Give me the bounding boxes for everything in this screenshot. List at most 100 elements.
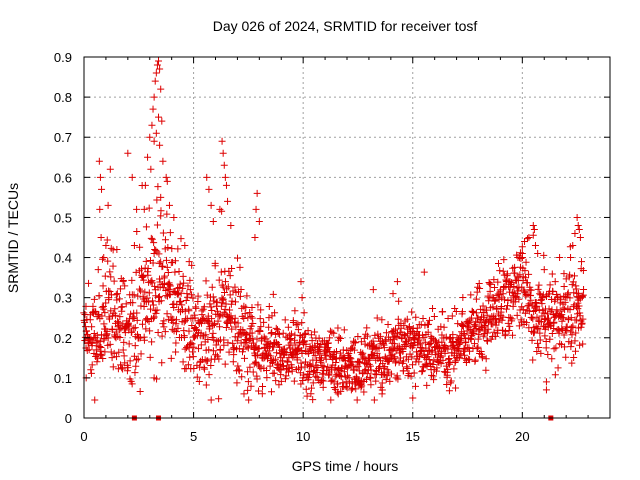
- data-point: [255, 345, 263, 353]
- data-point: [96, 173, 104, 181]
- data-point: [522, 258, 530, 266]
- data-point: [209, 293, 217, 301]
- data-point: [172, 320, 180, 328]
- data-point: [515, 322, 523, 330]
- data-point: [451, 358, 459, 366]
- data-point: [114, 317, 122, 325]
- data-point: [140, 276, 148, 284]
- data-point: [267, 330, 275, 338]
- data-point: [373, 349, 381, 357]
- data-point: [474, 343, 482, 351]
- data-point: [353, 396, 361, 404]
- data-point: [536, 336, 544, 344]
- data-point: [468, 308, 476, 316]
- data-point: [244, 386, 252, 394]
- data-point: [190, 343, 198, 351]
- data-point: [113, 353, 121, 361]
- data-point: [133, 228, 141, 236]
- data-point: [160, 323, 168, 331]
- data-point: [257, 306, 265, 314]
- data-point: [171, 268, 179, 276]
- data-point: [108, 326, 116, 334]
- data-point: [88, 339, 96, 347]
- data-point: [281, 375, 289, 383]
- data-point: [98, 303, 106, 311]
- data-point: [185, 344, 193, 352]
- data-point: [297, 380, 305, 388]
- data-point: [243, 343, 251, 351]
- data-point: [263, 366, 271, 374]
- data-point: [339, 346, 347, 354]
- data-point: [347, 355, 355, 363]
- data-point: [568, 331, 576, 339]
- data-point: [232, 323, 240, 331]
- data-point: [571, 347, 579, 355]
- data-point: [242, 303, 250, 311]
- data-point: [88, 361, 96, 369]
- data-point: [95, 311, 103, 319]
- data-point: [158, 359, 166, 367]
- data-point: [486, 287, 494, 295]
- data-point: [272, 377, 280, 385]
- data-point: [207, 396, 215, 404]
- data-point: [448, 312, 456, 320]
- data-point: [206, 323, 214, 331]
- data-point: [255, 217, 263, 225]
- data-point: [233, 337, 241, 345]
- data-point: [382, 376, 390, 384]
- data-point: [566, 271, 574, 279]
- y-tick-label: 0.8: [54, 90, 72, 105]
- data-point: [138, 320, 146, 328]
- data-point: [194, 292, 202, 300]
- data-point: [542, 386, 550, 394]
- data-point: [157, 207, 165, 215]
- data-point: [546, 281, 554, 289]
- data-point: [483, 336, 491, 344]
- data-point: [174, 245, 182, 253]
- data-point: [91, 396, 99, 404]
- data-point: [371, 331, 379, 339]
- data-point: [254, 351, 262, 359]
- data-point: [472, 318, 480, 326]
- data-point: [297, 278, 305, 286]
- data-point: [324, 363, 332, 371]
- axis-ticks: 0 5 10 15 20 0 0.1 0.2 0.3 0.4 0.5 0.6 0.7 0.8 0.9: [54, 50, 610, 444]
- data-point: [250, 360, 258, 368]
- data-point: [149, 105, 157, 113]
- data-point: [570, 272, 578, 280]
- data-point: [99, 282, 107, 290]
- data-point: [184, 282, 192, 290]
- data-point: [236, 263, 244, 271]
- data-point: [418, 368, 426, 376]
- data-point: [228, 297, 236, 305]
- data-point: [546, 335, 554, 343]
- data-point: [204, 319, 212, 327]
- data-point: [218, 137, 226, 145]
- data-point: [429, 304, 437, 312]
- data-point: [527, 296, 535, 304]
- data-point: [273, 326, 281, 334]
- data-point: [107, 348, 115, 356]
- data-point: [491, 296, 499, 304]
- data-point: [359, 353, 367, 361]
- data-point: [238, 373, 246, 381]
- data-point: [307, 384, 315, 392]
- data-point: [330, 329, 338, 337]
- data-point: [560, 270, 568, 278]
- data-point: [134, 355, 142, 363]
- data-point: [222, 181, 230, 189]
- data-point: [109, 363, 117, 371]
- data-point: [339, 379, 347, 387]
- data-point: [253, 335, 261, 343]
- data-point: [137, 350, 145, 358]
- data-point: [501, 296, 509, 304]
- data-point: [563, 326, 571, 334]
- y-axis-title: SRMTID / TECUs: [5, 183, 21, 293]
- data-point: [214, 317, 222, 325]
- data-point: [172, 339, 180, 347]
- data-point: [302, 385, 310, 393]
- data-point: [300, 337, 308, 345]
- data-point: [409, 361, 417, 369]
- data-point: [217, 302, 225, 310]
